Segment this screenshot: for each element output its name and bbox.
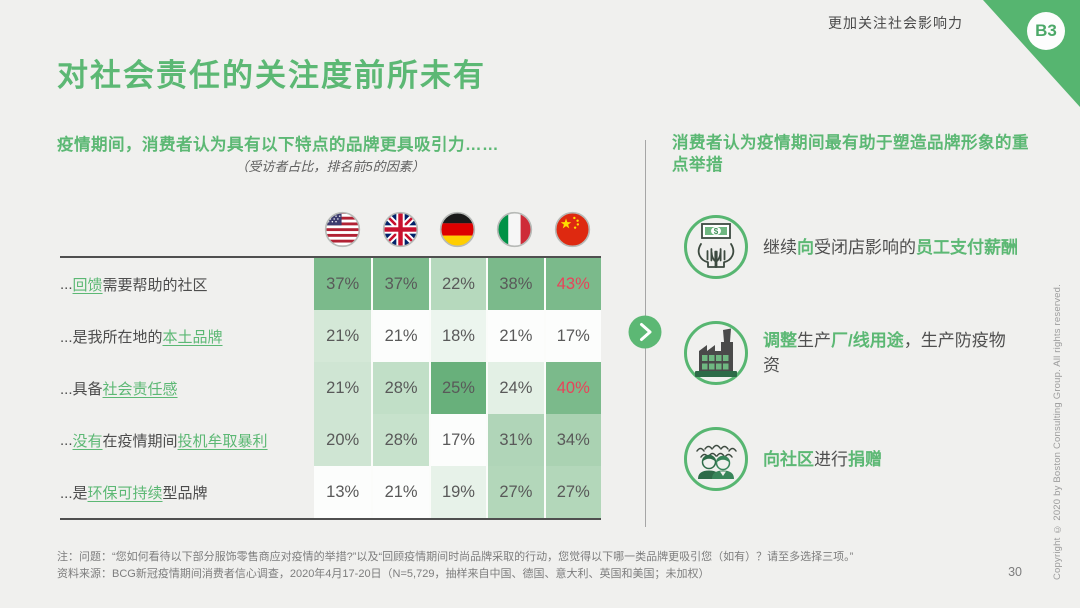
- table-row: ... 回馈 需要帮助的社区 37% 37% 22% 38% 43%: [60, 258, 601, 310]
- row-label: ... 没有 在疫情期间 投机牟取暴利: [60, 431, 268, 450]
- italy-flag-icon: [497, 211, 533, 247]
- heatmap-cell: 28%: [371, 414, 429, 466]
- row-label: ...是 环保可持续 型品牌: [60, 484, 208, 502]
- page-title: 对社会责任的关注度前所未有: [57, 58, 486, 93]
- heatmap-cell: 13%: [314, 466, 372, 518]
- heatmap-table: ... 回馈 需要帮助的社区 37% 37% 22% 38% 43% ...是我所在地的 本土品牌…: [60, 258, 601, 518]
- germany-flag-icon: [439, 211, 476, 247]
- uk-flag-icon: [382, 211, 418, 247]
- row-label: ...是我所在地的 本土品牌: [60, 328, 223, 346]
- measure-item-text: 继续向受闭店影响的员工支付薪酬: [763, 237, 1018, 257]
- footnote-note: 注：问题：“您如何看待以下部分服饰零售商应对疫情的举措?”以及“回顾疫情期间时尚…: [57, 551, 854, 563]
- heatmap-cell: 18%: [428, 310, 487, 362]
- copyright-vertical-text: Copyright © 2020 by Boston Consulting Gr…: [1052, 284, 1063, 580]
- heatmap-cell: 40%: [543, 362, 601, 414]
- heatmap-cell: 27%: [543, 466, 601, 518]
- table-top-border: [60, 256, 601, 258]
- heatmap-cell: 34%: [543, 414, 601, 466]
- measure-item-text: 向社区进行捐赠: [763, 449, 882, 469]
- left-panel-heading: 疫情期间，消费者认为具有以下特点的品牌更具吸引力……: [57, 136, 499, 154]
- heatmap-cell: 20%: [314, 414, 372, 466]
- measure-item-adjust-production: 调整生产厂/线用途，生产防疫物资: [683, 320, 1028, 386]
- measure-item-pay-employees: $ 继续向受闭店影响的员工支付薪酬: [683, 214, 1028, 280]
- heatmap-cell: 21%: [314, 362, 372, 414]
- heatmap-cell: 25%: [428, 362, 487, 414]
- heatmap-cell: 37%: [314, 258, 372, 310]
- page-number: 30: [1008, 565, 1022, 579]
- table-row: ...是 环保可持续 型品牌 13% 21% 19% 27% 27%: [60, 466, 601, 518]
- heatmap-cell: 43%: [543, 258, 601, 310]
- heatmap-cell: 21%: [314, 310, 372, 362]
- measure-item-text: 调整生产厂/线用途，生产防疫物资: [763, 331, 1006, 375]
- section-badge: B3: [1027, 12, 1065, 50]
- heatmap-cell: 21%: [371, 466, 429, 518]
- heatmap-cell: 37%: [371, 258, 429, 310]
- heatmap-cell: 21%: [371, 310, 429, 362]
- heatmap-cell: 21%: [486, 310, 544, 362]
- left-panel-subheading: （受访者占比，排名前5的因素）: [235, 159, 425, 174]
- row-label: ...具备 社会责任感: [60, 380, 178, 398]
- table-bottom-border: [60, 518, 601, 520]
- corner-triangle: [983, 0, 1080, 107]
- table-row: ...具备 社会责任感 21% 28% 25% 24% 40%: [60, 362, 601, 414]
- table-row: ...是我所在地的 本土品牌 21% 21% 18% 21% 17%: [60, 310, 601, 362]
- heatmap-cell: 27%: [486, 466, 544, 518]
- heatmap-cell: 22%: [428, 258, 487, 310]
- table-row: ... 没有 在疫情期间 投机牟取暴利 20% 28% 17% 31% 34%: [60, 414, 601, 466]
- heatmap-cell: 28%: [371, 362, 429, 414]
- chevron-right-icon: [628, 315, 662, 349]
- heatmap-cell: 38%: [486, 258, 544, 310]
- footnote-source: 资料来源：BCG新冠疫情期间消费者信心调查，2020年4月17-20日（N=5,…: [57, 567, 710, 580]
- row-label: ... 回馈 需要帮助的社区: [60, 275, 208, 294]
- china-flag-icon: [554, 211, 590, 247]
- country-flags-row: [314, 209, 601, 249]
- community-donation-icon: [684, 427, 748, 491]
- factory-icon: [684, 321, 748, 385]
- usa-flag-icon: [325, 211, 361, 247]
- heatmap-cell: 24%: [486, 362, 544, 414]
- hands-money-icon: $: [684, 215, 748, 279]
- heatmap-cell: 19%: [428, 466, 487, 518]
- measure-item-donate-community: 向社区进行捐赠: [683, 426, 1028, 492]
- heatmap-cell: 17%: [543, 310, 601, 362]
- svg-text:$: $: [714, 227, 719, 236]
- heatmap-cell: 17%: [428, 414, 487, 466]
- right-panel-heading: 消费者认为疫情期间最有助于塑造品牌形象的重点举措: [672, 134, 1029, 174]
- section-tag-label: 更加关注社会影响力: [828, 15, 963, 31]
- footnote-block: 注：问题：“您如何看待以下部分服饰零售商应对疫情的举措?”以及“回顾疫情期间时尚…: [57, 549, 957, 582]
- heatmap-cell: 31%: [486, 414, 544, 466]
